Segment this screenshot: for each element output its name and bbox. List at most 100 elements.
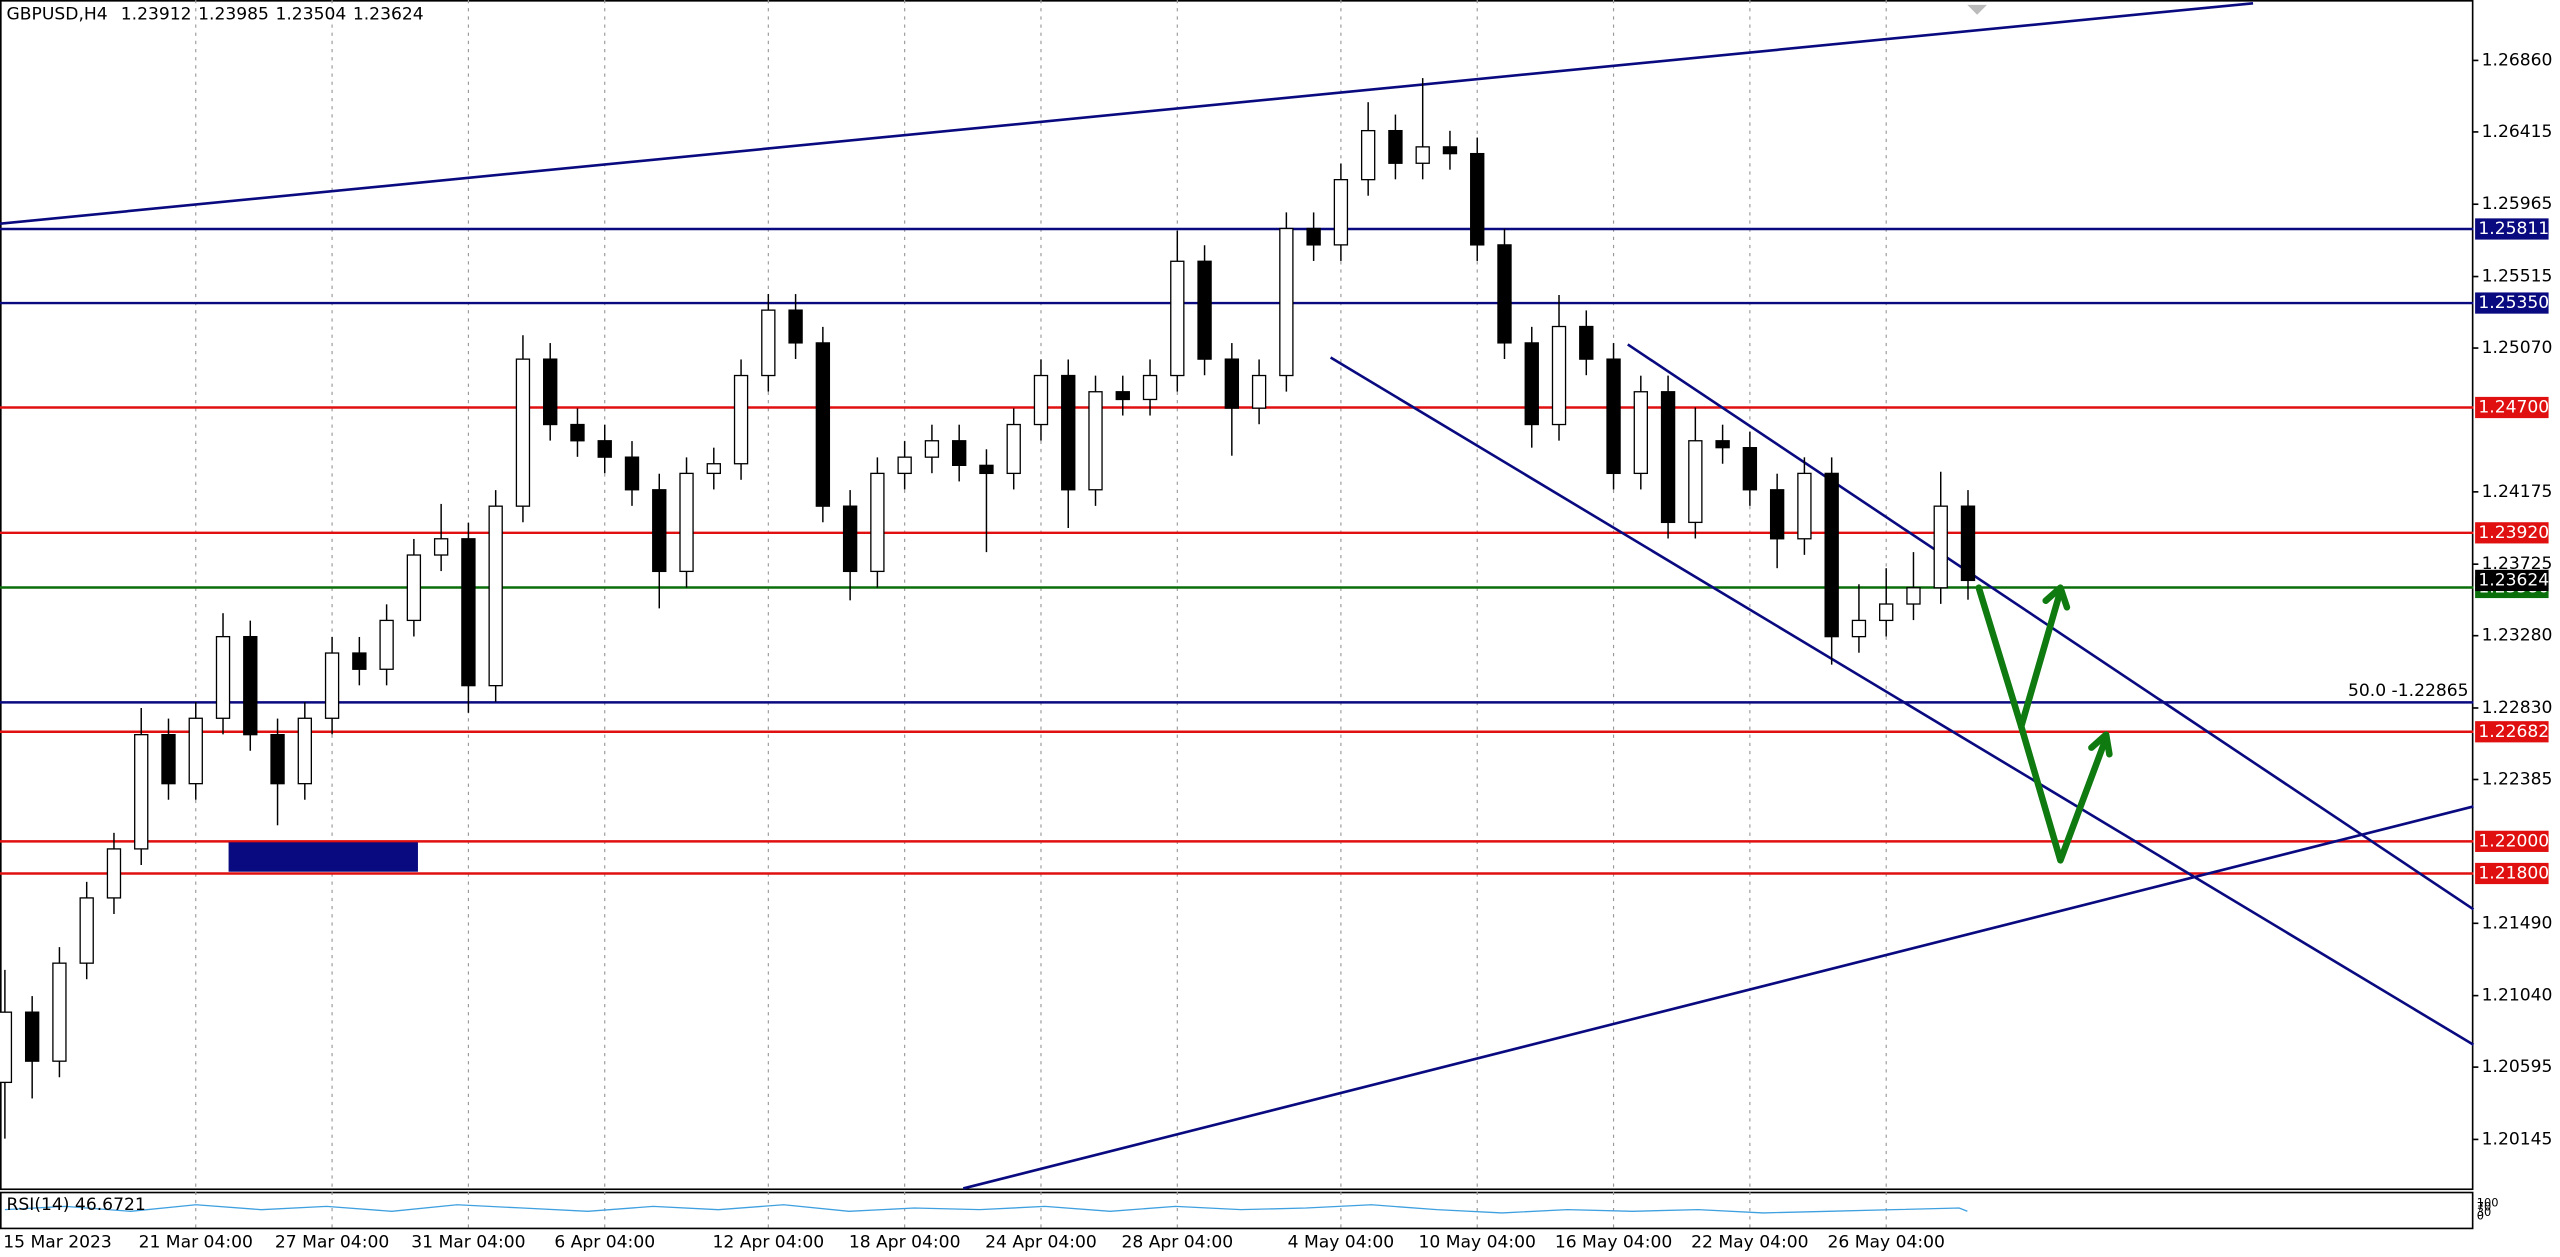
candle-body (79, 897, 94, 964)
candle-body (870, 472, 885, 573)
scroll-marker (1967, 4, 1987, 15)
candle-body (979, 464, 994, 475)
candle-body (1742, 447, 1758, 491)
candle-body (597, 440, 612, 458)
price-label-box (2475, 830, 2549, 852)
candle-body (515, 358, 531, 507)
candle-body (1197, 260, 1212, 360)
candle-body (1797, 472, 1812, 540)
candle-body (733, 374, 749, 465)
price-label: 1.23920 (2478, 523, 2549, 543)
candle-body (1115, 391, 1130, 401)
candle-body (761, 309, 776, 377)
price-label: 1.25811 (2478, 219, 2549, 239)
header: GBPUSD,H4 1.23912 1.23985 1.23504 1.23624 (7, 5, 424, 25)
candle-body (1715, 440, 1730, 449)
candle-body (1360, 129, 1376, 181)
candle-body (1606, 358, 1621, 475)
candle-body (1306, 227, 1321, 246)
candle-body (1579, 325, 1594, 360)
candle-body (543, 358, 558, 426)
candle-body (488, 505, 503, 687)
candle-body (1824, 472, 1839, 638)
candle-body (379, 619, 394, 670)
indicator-label: RSI(14) 46.6721 (7, 1195, 146, 1215)
header-value: 1.23912 (121, 5, 192, 25)
candle-body (1415, 146, 1430, 164)
candle-body (842, 505, 858, 573)
price-label-box (2475, 862, 2549, 885)
candle-body (1061, 374, 1076, 491)
candle-body (652, 489, 667, 573)
candle-body (570, 423, 585, 442)
candle-body (297, 717, 312, 785)
candle-body (788, 309, 803, 344)
y-tick-label: 1.21490 (2482, 913, 2553, 933)
candle-body (1142, 374, 1158, 401)
y-tick-label: 1.25965 (2482, 194, 2553, 214)
indicator-tick-label: 100 (2477, 1196, 2499, 1210)
x-tick-label: 31 Mar 04:00 (411, 1232, 525, 1252)
candle-body (952, 440, 967, 467)
indicator-tick-label: 70 (2477, 1200, 2492, 1214)
candle-body (1906, 587, 1921, 605)
x-tick-label: 15 Mar 2023 (3, 1232, 112, 1252)
x-tick-label: 28 Apr 04:00 (1121, 1232, 1233, 1252)
price-label-box (2475, 396, 2549, 419)
candle-body (815, 342, 831, 507)
header-value: 1.23624 (353, 5, 424, 25)
y-tick-label: 1.20595 (2482, 1057, 2553, 1077)
indicator-line (4, 1204, 1968, 1214)
candle-body (461, 538, 476, 687)
y-tick-label: 1.22385 (2482, 769, 2553, 789)
y-tick-label: 1.21040 (2482, 986, 2553, 1006)
candle-body (1551, 325, 1567, 426)
candle-body (1279, 227, 1294, 377)
x-tick-label: 16 May 04:00 (1555, 1232, 1672, 1252)
indicator-tick-label: 30 (2477, 1205, 2492, 1219)
candle-body (1470, 152, 1485, 246)
x-tick-label: 26 May 04:00 (1827, 1232, 1944, 1252)
price-label: 1.22000 (2478, 831, 2549, 851)
y-tick-label: 1.23725 (2482, 554, 2553, 574)
x-tick-label: 22 May 04:00 (1691, 1232, 1808, 1252)
candle-body (706, 463, 721, 475)
levels: 50.0 -1.22865 (0, 227, 2474, 875)
candle-body (1851, 619, 1867, 638)
y-tick-label: 1.25515 (2482, 267, 2553, 287)
candle-body (1170, 260, 1185, 377)
candle-body (270, 734, 285, 785)
price-label-box (2475, 292, 2549, 314)
candle-body (624, 456, 640, 491)
trend-line (1329, 356, 2475, 1046)
candles (0, 78, 1976, 1139)
candle-body (433, 538, 449, 556)
candle-body (106, 848, 122, 899)
header-value: 1.23985 (198, 5, 269, 25)
x-tick-label: 12 Apr 04:00 (712, 1232, 824, 1252)
y-tick-label: 1.26860 (2482, 50, 2553, 70)
candle-body (0, 1011, 13, 1084)
candle-body (215, 635, 231, 719)
candle-body (897, 456, 912, 475)
x-tick-label: 21 Mar 04:00 (139, 1232, 253, 1252)
fib-label: 50.0 -1.22865 (2348, 681, 2469, 701)
candle-body (1933, 505, 1948, 589)
price-label: 1.25350 (2478, 293, 2549, 313)
price-label-box (2475, 218, 2549, 240)
plot-frame (0, 0, 2474, 1191)
candle-body (1033, 374, 1049, 426)
price-label-box (2475, 721, 2549, 743)
candle-body (406, 554, 422, 622)
candle-body (1879, 603, 1894, 622)
arrow-path (2017, 723, 2110, 864)
trend-line (962, 805, 2474, 1190)
price-label-box (2475, 522, 2549, 544)
indicator-tick-label: 0 (2477, 1209, 2484, 1223)
x-tick-label: 18 Apr 04:00 (849, 1232, 961, 1252)
indicator-frame (0, 1191, 2474, 1230)
candle-body (1333, 178, 1349, 246)
candle-body (679, 472, 694, 573)
candle-body (1442, 146, 1458, 155)
